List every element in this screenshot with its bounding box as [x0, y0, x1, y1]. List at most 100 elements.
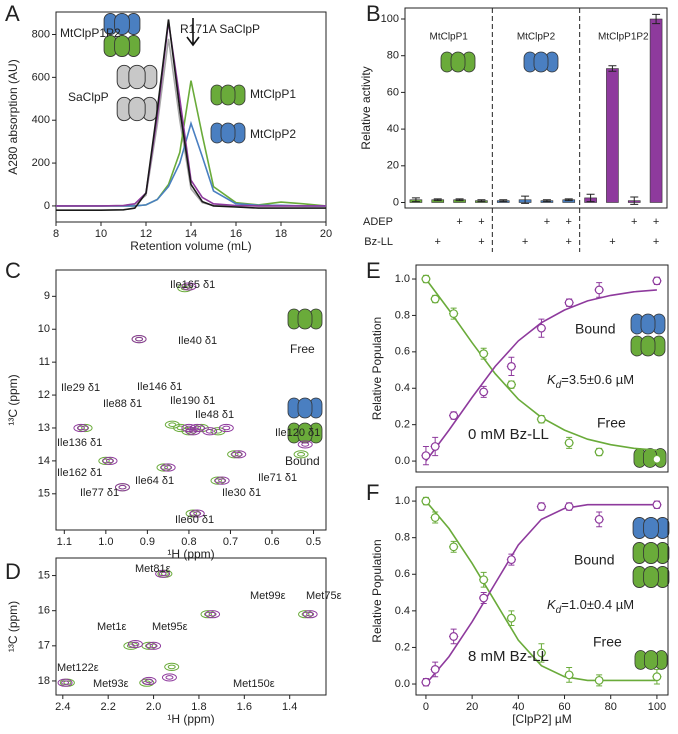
data-point — [564, 502, 574, 511]
panel-letter: F — [366, 480, 379, 505]
y-tick-label: 17 — [38, 640, 50, 652]
peak-contour — [205, 610, 221, 619]
fit-curve — [425, 500, 657, 682]
peak-label: Met122ε — [57, 662, 99, 674]
kd-symbol: K — [547, 372, 557, 387]
peak-label: Ile30 δ1 — [222, 487, 261, 499]
error-bar — [433, 198, 442, 202]
error-bar — [499, 199, 508, 203]
group-label: MtClpP2 — [517, 32, 556, 43]
data-point — [449, 309, 459, 319]
plot-frame — [55, 557, 327, 696]
series-label: Bound — [285, 454, 320, 468]
y-tick-label: 10 — [38, 323, 50, 335]
line-series — [56, 21, 326, 207]
peak-contour — [101, 458, 110, 464]
peak-contour — [135, 336, 144, 342]
condition-mark: + — [631, 216, 637, 228]
peak-contour — [214, 428, 222, 434]
condition-mark: + — [566, 216, 572, 228]
peak-contour — [165, 675, 174, 680]
peak-contour — [102, 456, 118, 465]
kd-symbol: K — [547, 597, 557, 612]
error-bar — [586, 193, 595, 203]
protein-icon — [116, 96, 158, 122]
peak-label: Met1ε — [97, 621, 126, 633]
series-label: Free — [597, 415, 626, 431]
peak-label: Ile162 δ1 — [57, 467, 102, 479]
y-tick-label: 13 — [38, 422, 50, 434]
y-tick-label: 800 — [32, 28, 50, 40]
y-tick-label: 0 — [393, 196, 399, 208]
y-tick-label: 14 — [38, 455, 50, 467]
peak-contour — [149, 643, 158, 649]
error-bar — [608, 65, 617, 72]
panel-letter: A — [5, 1, 20, 26]
peak-contour — [184, 284, 193, 289]
peak-label: Met150ε — [233, 678, 275, 690]
data-point — [537, 648, 546, 658]
peak-contour — [106, 458, 114, 464]
peak-contour — [185, 509, 201, 518]
y-tick-label: 40 — [387, 123, 399, 135]
x-tick-label: 0.7 — [223, 536, 238, 548]
data-point — [506, 555, 516, 565]
peak-contour — [141, 676, 157, 686]
y-tick-label: 9 — [44, 290, 50, 302]
y-axis-label: Relative activity — [359, 66, 373, 149]
data-point — [430, 442, 440, 451]
data-point — [449, 632, 459, 641]
kd-subscript: d — [556, 605, 562, 616]
peak-contour — [98, 456, 114, 465]
peak-label: Met81ε — [135, 563, 171, 575]
peak-label: Met99ε — [250, 590, 286, 602]
panel-letter: E — [366, 258, 381, 283]
y-tick-label: 0.0 — [395, 678, 410, 690]
peak-contour — [214, 476, 230, 485]
data-point — [449, 542, 459, 552]
protein-icon — [632, 516, 670, 540]
x-tick-label: 40 — [512, 701, 524, 713]
y-tick-label: 0.8 — [395, 309, 410, 321]
y-axis-label: ¹³C (ppm) — [6, 601, 20, 652]
peak-contour — [189, 511, 198, 516]
data-point — [564, 438, 574, 448]
condition-mark: + — [653, 216, 659, 228]
y-tick-label: 1.0 — [395, 495, 410, 507]
peak-contour — [73, 423, 89, 433]
panel-letter: C — [5, 258, 21, 283]
x-tick-label: 16 — [230, 228, 242, 240]
peak-contour — [168, 422, 177, 427]
peak-contour — [127, 639, 143, 649]
peak-contour — [301, 611, 310, 617]
peak-contour — [306, 611, 315, 617]
x-axis-label: [ClpP2] µM — [512, 712, 572, 726]
peak-label: Ile71 δ1 — [258, 472, 297, 484]
series-label: R171A SaClpP — [180, 22, 260, 36]
condition-mark: + — [478, 236, 484, 248]
row-label: ADEP — [363, 216, 393, 228]
y-tick-label: 15 — [38, 569, 50, 581]
peak-contour — [160, 463, 176, 472]
series-label: MtClpP1 — [250, 87, 296, 101]
y-tick-label: 60 — [387, 86, 399, 98]
y-tick-label: 11 — [39, 356, 50, 368]
kd-annotation: Kd=3.5±0.6 µM — [547, 372, 634, 390]
series-label: Bound — [575, 321, 615, 337]
x-tick-label: 100 — [648, 701, 666, 713]
protein-icon — [630, 335, 666, 357]
x-tick-label: 18 — [275, 228, 287, 240]
series-label: Bound — [574, 552, 614, 568]
data-point — [652, 672, 662, 682]
peak-contour — [302, 610, 318, 619]
plot-frame — [415, 264, 669, 473]
data-point — [506, 362, 516, 371]
y-tick-label: 0.8 — [395, 532, 410, 544]
y-tick-label: 200 — [32, 157, 50, 169]
data-point — [506, 380, 516, 390]
peak-contour — [227, 450, 243, 459]
kd-subscript: d — [556, 380, 562, 391]
y-tick-label: 18 — [38, 675, 50, 687]
x-tick-label: 0 — [423, 701, 429, 713]
x-tick-label: 10 — [95, 228, 107, 240]
